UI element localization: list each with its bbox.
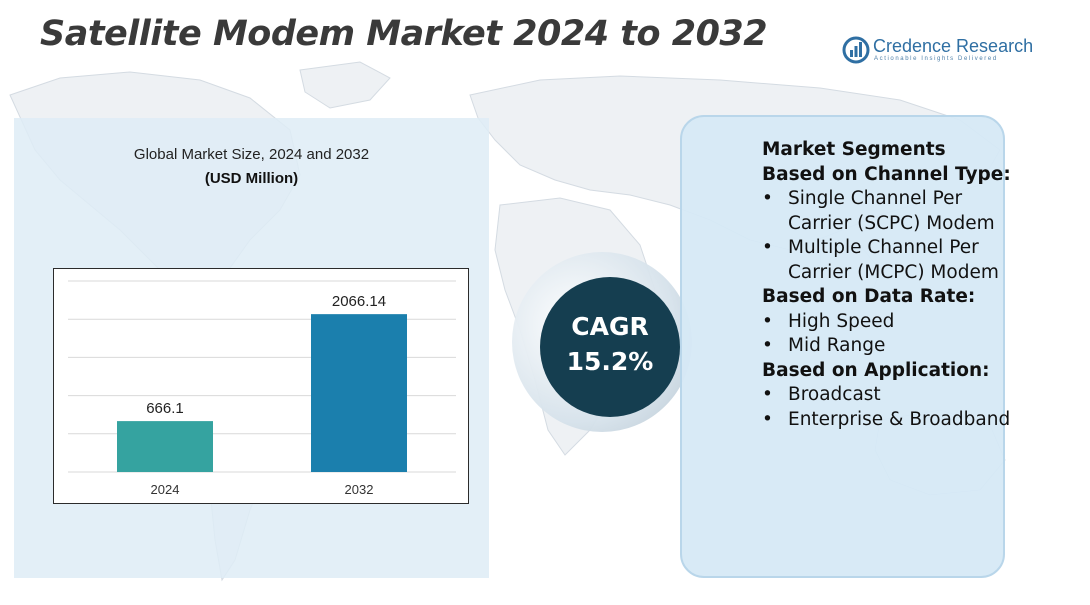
segment-list: • Broadcast • Enterprise & Broadband bbox=[762, 383, 1012, 432]
segment-item-label: Mid Range bbox=[788, 335, 886, 356]
segment-group-title: Based on Channel Type: bbox=[762, 163, 1011, 185]
segments-heading: Market Segments bbox=[762, 139, 946, 160]
cagr-value: 15.2% bbox=[566, 347, 654, 376]
x-tick-label-2024: 2024 bbox=[151, 482, 180, 497]
segment-item: • Broadcast bbox=[762, 383, 1012, 408]
segment-item-label: Enterprise & Broadband bbox=[788, 408, 1011, 430]
segment-item: • Single Channel Per Carrier (SCPC) Modem bbox=[762, 187, 1012, 236]
segment-list: • High Speed • Mid Range bbox=[762, 310, 1012, 359]
segment-list: • Single Channel Per Carrier (SCPC) Modem… bbox=[762, 187, 1012, 285]
chart-title: Global Market Size, 2024 and 2032 bbox=[133, 146, 370, 163]
data-label-2024: 666.1 bbox=[146, 400, 184, 417]
bar-chart: 666.1 2024 2066.14 2032 bbox=[53, 268, 469, 504]
brand-tagline: Actionable Insights Delivered bbox=[874, 56, 998, 62]
bullet-icon: • bbox=[762, 237, 773, 258]
brand-name: Credence Research bbox=[873, 36, 1034, 56]
bullet-icon: • bbox=[762, 335, 773, 356]
segment-group-title: Based on Data Rate: bbox=[762, 286, 976, 307]
bar-chart-svg: 666.1 2024 2066.14 2032 bbox=[68, 280, 456, 497]
segment-item-label: Broadcast bbox=[788, 384, 881, 405]
data-label-2032: 2066.14 bbox=[332, 293, 386, 310]
segment-item: • Enterprise & Broadband bbox=[762, 408, 1012, 433]
bullet-icon: • bbox=[762, 408, 773, 430]
bullet-icon: • bbox=[762, 384, 773, 405]
cagr-badge: CAGR 15.2% bbox=[540, 277, 680, 417]
x-tick-label-2032: 2032 bbox=[345, 482, 374, 497]
cagr-label: CAGR bbox=[571, 312, 649, 341]
bar-2024 bbox=[117, 421, 213, 472]
segment-group-title: Based on Application: bbox=[762, 359, 990, 381]
segments-panel bbox=[680, 115, 1005, 578]
bar-2032 bbox=[311, 314, 407, 472]
segment-item-label: High Speed bbox=[788, 310, 895, 332]
segment-item-label: Multiple Channel Per Carrier (MCPC) Mode… bbox=[788, 237, 999, 283]
segment-item-label: Single Channel Per Carrier (SCPC) Modem bbox=[788, 188, 995, 234]
page-title: Satellite Modem Market 2024 to 2032 bbox=[40, 14, 768, 54]
segment-item: • Mid Range bbox=[762, 334, 1012, 359]
brand-logo: Credence Research Actionable Insights De… bbox=[842, 36, 1034, 66]
credence-logo-icon bbox=[842, 36, 870, 64]
chart-unit: (USD Million) bbox=[204, 170, 299, 187]
market-segments: Market Segments Based on Channel Type: •… bbox=[762, 138, 1012, 432]
segment-item: • Multiple Channel Per Carrier (MCPC) Mod… bbox=[762, 236, 1012, 285]
bullet-icon: • bbox=[762, 310, 773, 332]
bullet-icon: • bbox=[762, 188, 773, 209]
segment-item: • High Speed bbox=[762, 310, 1012, 335]
